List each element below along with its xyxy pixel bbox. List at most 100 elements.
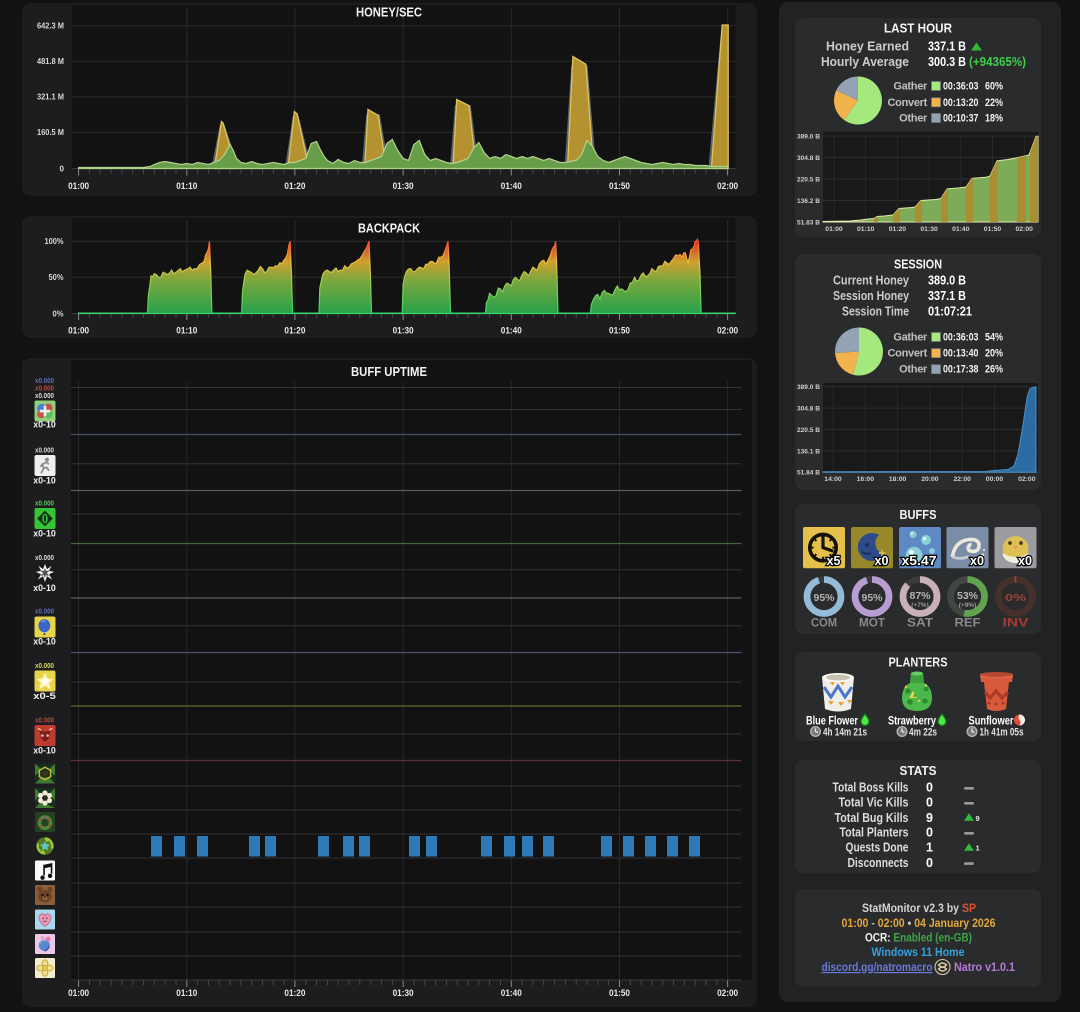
svg-text:321.1 M: 321.1 M: [37, 93, 64, 102]
svg-text:389.0 B: 389.0 B: [797, 133, 820, 140]
svg-text:95%: 95%: [814, 592, 836, 604]
svg-text:22:00: 22:00: [954, 476, 972, 483]
svg-text:01:50: 01:50: [609, 326, 630, 336]
svg-text:50%: 50%: [49, 273, 64, 282]
svg-text:389.0 B: 389.0 B: [797, 384, 820, 391]
svg-text:02:00: 02:00: [717, 988, 738, 998]
svg-text:481.8 M: 481.8 M: [37, 57, 64, 66]
svg-text:01:20: 01:20: [284, 181, 305, 191]
svg-text:54%: 54%: [985, 332, 1003, 344]
svg-text:PLANTERS: PLANTERS: [889, 655, 948, 670]
svg-text:x0-10: x0-10: [33, 476, 56, 486]
svg-text:Total Bug Kills: Total Bug Kills: [835, 811, 909, 825]
svg-text:136.2 B: 136.2 B: [797, 198, 820, 205]
svg-text:00:13:40: 00:13:40: [943, 348, 979, 360]
svg-text:x0.000: x0.000: [35, 393, 54, 400]
svg-text:Current Honey: Current Honey: [833, 274, 909, 288]
svg-text:9: 9: [976, 814, 980, 823]
svg-text:00:17:38: 00:17:38: [943, 364, 979, 376]
svg-text:(+7%): (+7%): [911, 602, 929, 609]
svg-text:Disconnects: Disconnects: [848, 856, 909, 870]
svg-text:01:40: 01:40: [501, 326, 522, 336]
svg-text:01:10: 01:10: [176, 988, 197, 998]
svg-text:01:00 - 02:00 • 04 January 202: 01:00 - 02:00 • 04 January 2026: [842, 916, 996, 930]
svg-text:136.1 B: 136.1 B: [797, 448, 820, 455]
svg-text:Total Planters: Total Planters: [840, 826, 909, 840]
svg-text:0: 0: [926, 796, 933, 810]
svg-text:337.1 B: 337.1 B: [928, 40, 966, 54]
svg-text:01:40: 01:40: [501, 988, 522, 998]
svg-text:0%: 0%: [1005, 592, 1027, 604]
svg-text:14:00: 14:00: [824, 476, 842, 483]
svg-text:Sunflower: Sunflower: [969, 714, 1014, 728]
svg-text:Session Time: Session Time: [842, 305, 909, 319]
svg-text:STATS: STATS: [900, 763, 937, 778]
svg-text:x0-10: x0-10: [33, 746, 56, 756]
svg-text:220.5 B: 220.5 B: [797, 176, 820, 183]
svg-text:53%: 53%: [957, 590, 979, 602]
svg-text:MOT: MOT: [859, 616, 886, 630]
svg-text:Other: Other: [899, 113, 928, 125]
svg-text:20:00: 20:00: [921, 476, 939, 483]
svg-text:x0.000: x0.000: [35, 378, 54, 385]
svg-text:26%: 26%: [985, 364, 1003, 376]
svg-text:0: 0: [60, 164, 65, 173]
svg-text:Natro v1.0.1: Natro v1.0.1: [954, 960, 1015, 974]
svg-text:Gather: Gather: [893, 332, 928, 344]
svg-text:Honey Earned: Honey Earned: [826, 40, 909, 54]
svg-text:01:10: 01:10: [176, 181, 197, 191]
svg-text:00:36:03: 00:36:03: [943, 332, 979, 344]
svg-text:BUFF UPTIME: BUFF UPTIME: [351, 365, 427, 379]
svg-text:Session Honey: Session Honey: [833, 289, 909, 303]
svg-text:01:10: 01:10: [857, 226, 875, 233]
svg-text:00:36:03: 00:36:03: [943, 81, 979, 93]
svg-text:220.5 B: 220.5 B: [797, 427, 820, 434]
svg-text:x0: x0: [875, 553, 889, 568]
svg-text:OCR: Enabled (en-GB): OCR: Enabled (en-GB): [865, 931, 972, 945]
svg-text:22%: 22%: [985, 97, 1003, 109]
svg-text:87%: 87%: [910, 590, 932, 602]
svg-text:18%: 18%: [985, 113, 1003, 125]
svg-text:x0.000: x0.000: [35, 386, 54, 393]
svg-text:x0: x0: [970, 553, 984, 568]
svg-text:LAST HOUR: LAST HOUR: [884, 21, 953, 36]
svg-text:01:00: 01:00: [68, 988, 89, 998]
svg-text:02:00: 02:00: [717, 326, 738, 336]
svg-text:x5.47: x5.47: [902, 553, 937, 568]
svg-text:Strawberry: Strawberry: [888, 714, 936, 728]
svg-text:Other: Other: [899, 364, 928, 376]
svg-text:02:00: 02:00: [717, 181, 738, 191]
svg-text:160.5 M: 160.5 M: [37, 128, 64, 137]
svg-text:(+94365%): (+94365%): [969, 55, 1026, 69]
svg-text:60%: 60%: [985, 81, 1003, 93]
svg-text:16:00: 16:00: [857, 476, 875, 483]
svg-text:01:50: 01:50: [984, 226, 1002, 233]
svg-text:HONEY/SEC: HONEY/SEC: [356, 6, 422, 20]
svg-text:01:50: 01:50: [609, 181, 630, 191]
svg-text:Convert: Convert: [888, 348, 928, 360]
svg-text:Convert: Convert: [888, 97, 928, 109]
svg-text:01:40: 01:40: [501, 181, 522, 191]
svg-text:SESSION: SESSION: [894, 257, 942, 272]
svg-text:COM: COM: [811, 616, 837, 630]
svg-text:BUFFS: BUFFS: [900, 507, 937, 522]
svg-text:x0-10: x0-10: [33, 529, 56, 539]
svg-text:01:50: 01:50: [609, 988, 630, 998]
svg-text:642.3 M: 642.3 M: [37, 22, 64, 31]
svg-text:0%: 0%: [53, 309, 64, 318]
svg-text:x0-5: x0-5: [33, 691, 56, 701]
svg-text:02:00: 02:00: [1018, 476, 1036, 483]
svg-text:337.1 B: 337.1 B: [928, 289, 966, 303]
svg-text:INV: INV: [1003, 616, 1029, 630]
svg-text:Total Vic Kills: Total Vic Kills: [839, 796, 909, 810]
svg-text:01:30: 01:30: [920, 226, 938, 233]
svg-text:StatMonitor v2.3 by SP: StatMonitor v2.3 by SP: [862, 901, 976, 915]
svg-text:95%: 95%: [862, 592, 884, 604]
svg-text:(+9%): (+9%): [959, 602, 977, 609]
svg-text:x0.000: x0.000: [35, 663, 54, 670]
svg-text:01:10: 01:10: [176, 326, 197, 336]
svg-text:x0-10: x0-10: [33, 637, 56, 647]
svg-text:1h 41m 05s: 1h 41m 05s: [980, 727, 1024, 739]
svg-text:9: 9: [926, 811, 933, 825]
svg-text:x0-10: x0-10: [33, 583, 56, 593]
